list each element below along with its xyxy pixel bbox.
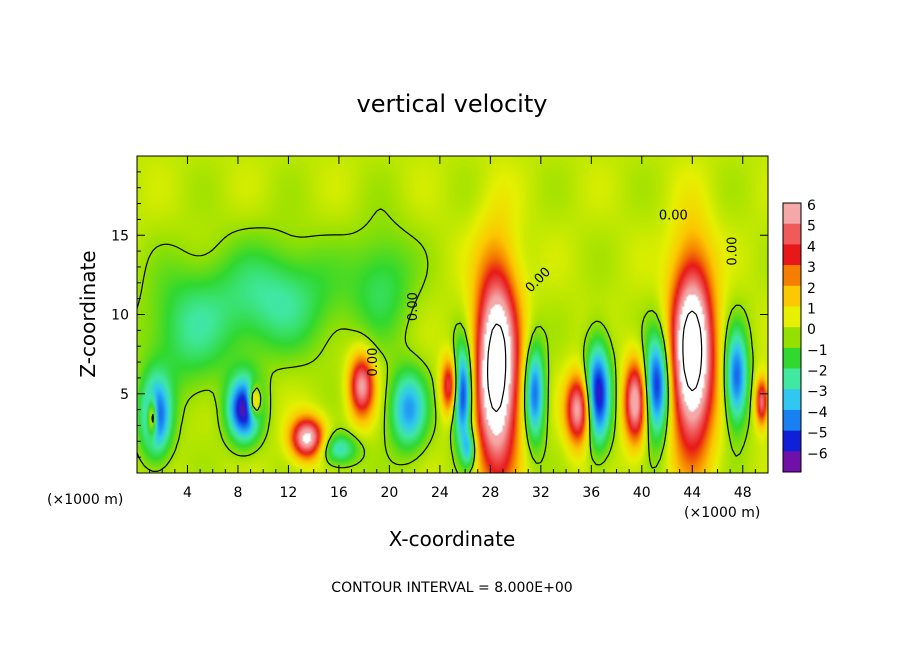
colorbar-swatch xyxy=(783,368,801,390)
colorbar-swatch xyxy=(783,306,801,328)
colorbar: 6 5 4 3 2 1 0 −1 −2 −3 −4 −5 −6 xyxy=(782,198,828,473)
x-tick-label: 44 xyxy=(683,485,701,501)
x-tick-label: 48 xyxy=(734,485,752,501)
colorbar-label: 6 xyxy=(807,198,816,214)
contour-positive xyxy=(487,310,703,413)
colorbar-label: −5 xyxy=(807,426,828,442)
colorbar-swatch xyxy=(783,430,801,452)
contour-lines: 0.000.000.000.000.00 xyxy=(136,208,754,474)
velocity-field-image xyxy=(137,156,768,473)
colorbar-label: 0 xyxy=(807,322,816,338)
plot-area: 0.000.000.000.000.00 xyxy=(136,155,769,474)
colorbar-swatch xyxy=(783,327,801,349)
x-tick-label: 32 xyxy=(532,485,550,501)
x-tick-label: 28 xyxy=(481,485,499,501)
x-tick-label: 4 xyxy=(183,485,192,501)
colorbar-swatch xyxy=(783,265,801,287)
colorbar-label: 2 xyxy=(807,281,816,297)
colorbar-swatch xyxy=(783,244,801,266)
colorbar-swatch xyxy=(783,347,801,369)
x-tick-label: 16 xyxy=(330,485,348,501)
colorbar-label: 4 xyxy=(807,239,816,255)
y-tick-label: 10 xyxy=(111,308,129,324)
colorbar-swatch xyxy=(783,451,801,473)
colorbar-swatch xyxy=(783,409,801,431)
colorbar-label: 5 xyxy=(807,219,816,235)
contour-zero xyxy=(136,208,754,474)
colorbar-label: 3 xyxy=(807,260,816,276)
x-tick-label: 24 xyxy=(431,485,449,501)
contour-label: 0.00 xyxy=(659,208,688,223)
colorbar-frame xyxy=(782,202,802,473)
x-axis-ticks: 4 8 12 16 20 24 28 32 36 40 44 48 xyxy=(149,156,756,501)
x-tick-label: 36 xyxy=(582,485,600,501)
contour-interval-footer: CONTOUR INTERVAL = 8.000E+00 xyxy=(331,580,572,596)
contour-label: 0.00 xyxy=(406,292,421,321)
x-tick-label: 12 xyxy=(280,485,298,501)
colorbar-label: −3 xyxy=(807,384,828,400)
x-unit-label-left: (×1000 m) xyxy=(47,492,123,508)
x-tick-label: 40 xyxy=(633,485,651,501)
contour-label: 0.00 xyxy=(366,348,381,377)
y-axis-ticks: 5 10 15 xyxy=(111,171,768,458)
colorbar-swatch xyxy=(783,285,801,307)
colorbar-label: −1 xyxy=(807,343,828,359)
y-tick-label: 5 xyxy=(120,387,129,403)
contour-label: 0.00 xyxy=(725,237,740,266)
colorbar-swatch xyxy=(783,223,801,245)
chart-title: vertical velocity xyxy=(357,90,548,118)
colorbar-label: −2 xyxy=(807,364,828,380)
colorbar-label: 1 xyxy=(807,301,816,317)
x-tick-label: 8 xyxy=(233,485,242,501)
x-tick-label: 20 xyxy=(380,485,398,501)
colorbar-swatch xyxy=(783,389,801,411)
x-unit-label-right: (×1000 m) xyxy=(684,505,760,521)
y-axis-label: Z-coordinate xyxy=(76,250,100,377)
x-axis-label: X-coordinate xyxy=(389,527,516,551)
y-tick-label: 15 xyxy=(111,228,129,244)
colorbar-swatch xyxy=(783,203,801,224)
colorbar-label: −4 xyxy=(807,405,828,421)
colorbar-label: −6 xyxy=(807,446,828,462)
